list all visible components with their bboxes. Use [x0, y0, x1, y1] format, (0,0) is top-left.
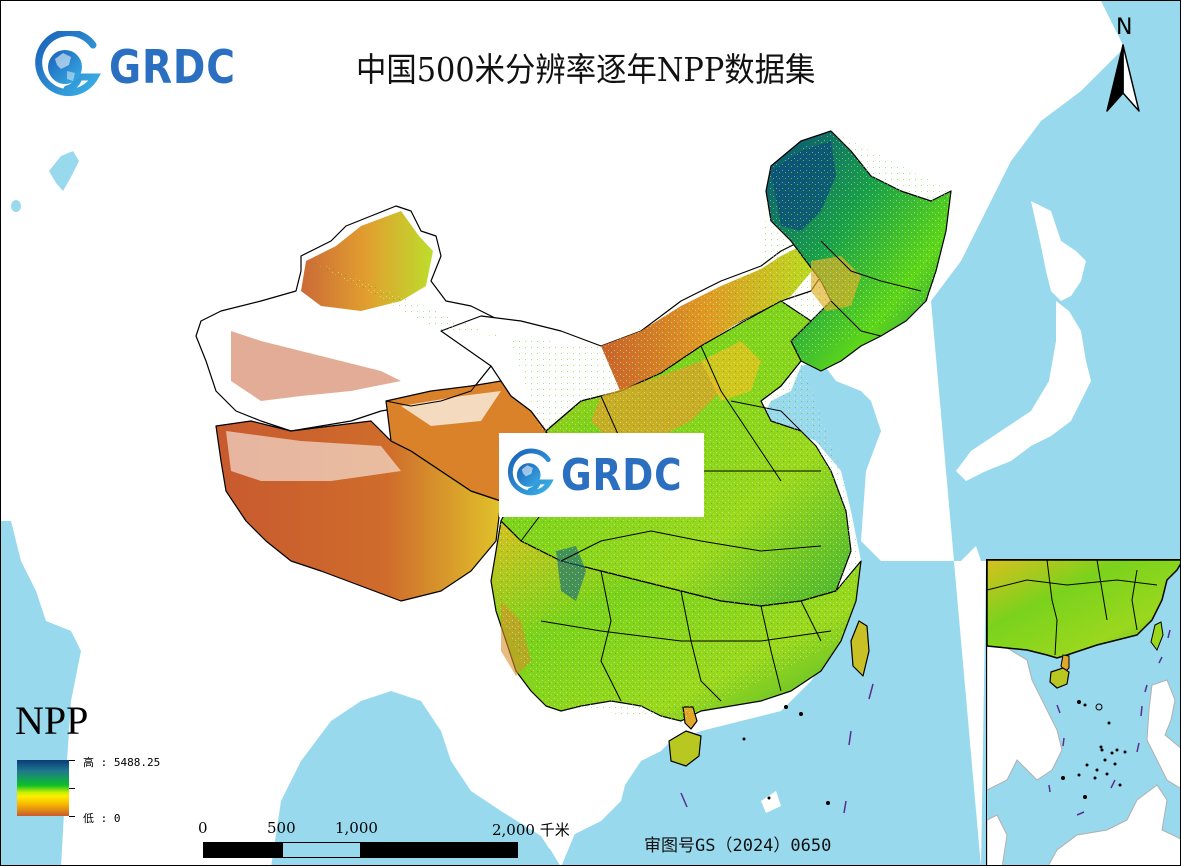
scale-label-1000: 1,000	[335, 819, 378, 837]
grdc-watermark: GRDC	[499, 433, 704, 517]
inset-islands	[1061, 700, 1127, 799]
nine-dash-line	[680, 683, 874, 814]
legend-high-label: 高 : 5488.25	[83, 756, 161, 769]
inset-nine-dash-line	[1048, 629, 1171, 816]
legend-tick-high	[69, 760, 75, 761]
watermark-text: GRDC	[561, 449, 683, 501]
scale-segment-1000-2000	[360, 842, 518, 858]
scale-label-500: 500	[267, 819, 296, 837]
china-npp-raster	[195, 130, 952, 767]
globe-g-logo-icon	[507, 448, 554, 496]
inset-map	[987, 560, 1180, 865]
south-china-sea-inset	[986, 559, 1180, 865]
scs-islands	[742, 705, 830, 805]
scale-label-0: 0	[198, 819, 208, 837]
logo-text: GRDC	[109, 40, 236, 94]
north-label: N	[1116, 15, 1133, 40]
scale-label-2000: 2,000 千米	[492, 821, 570, 839]
legend-tick-mid	[69, 788, 75, 789]
legend-tick-low	[69, 816, 75, 817]
map-title: 中国500米分辨率逐年NPP数据集	[356, 50, 816, 89]
legend-low-label: 低 : 0	[83, 812, 121, 825]
neighbor-land	[521, 1, 1091, 865]
north-arrow-icon	[1106, 44, 1140, 112]
legend-color-ramp	[17, 760, 69, 816]
scale-segment-0-500	[203, 842, 283, 858]
grdc-logo: GRDC	[31, 31, 258, 103]
scale-segment-500-1000	[283, 842, 360, 858]
legend-title: NPP	[15, 698, 89, 743]
globe-g-logo-icon	[35, 31, 101, 97]
map-approval-number: 审图号GS（2024）0650	[644, 836, 832, 856]
